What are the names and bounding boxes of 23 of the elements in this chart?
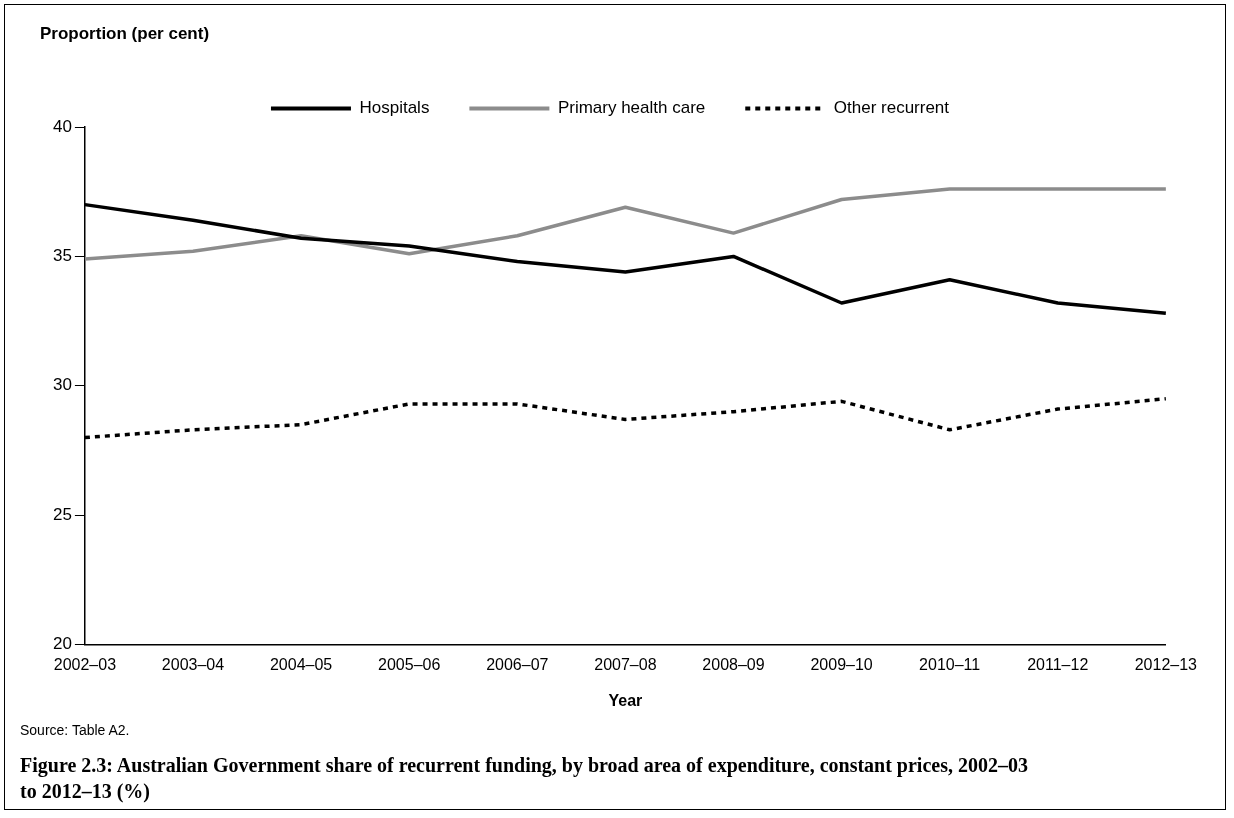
y-tick-label: 30 [52, 375, 72, 395]
x-tick-label: 2010–11 [919, 655, 981, 673]
y-tick-label: 35 [52, 246, 72, 266]
legend-label: Other recurrent [833, 98, 950, 118]
y-tick-label: 40 [52, 116, 72, 136]
x-tick-label: 2003–04 [161, 655, 225, 673]
x-tick-label: 2006–07 [486, 655, 549, 673]
legend-label: Hospitals [359, 98, 430, 118]
x-tick-label: 2005–06 [378, 655, 441, 673]
x-tick-label: 2012–13 [1134, 655, 1198, 673]
x-tick-label: 2009–10 [810, 655, 873, 673]
x-tick-label: 2007–08 [594, 655, 657, 673]
source-note: Source: Table A2. [20, 722, 130, 738]
x-tick-label: 2002–03 [53, 655, 117, 673]
text: Figure 2.3: Australian Government share of recurrent funding, by broad area of expenditure, constant prices, 2002–03 to 2012–13 (%) [20, 753, 1029, 804]
x-tick-label: 2008–09 [702, 655, 765, 673]
x-axis-title: Year [608, 691, 643, 709]
y-tick-label: 25 [52, 504, 72, 524]
y-tick-label: 20 [52, 634, 72, 654]
x-tick-label: 2004–05 [269, 655, 333, 673]
x-tick-label: 2011–12 [1027, 655, 1089, 673]
y-axis-title: Proportion (per cent) [40, 24, 210, 44]
legend-label: Primary health care [557, 98, 706, 118]
